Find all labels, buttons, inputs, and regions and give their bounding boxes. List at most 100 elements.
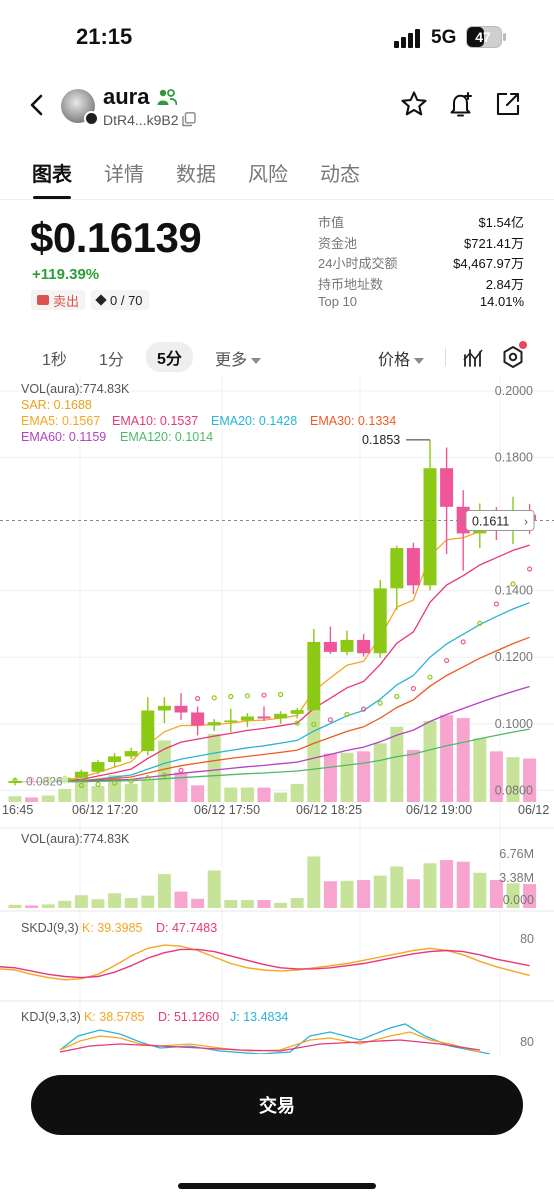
sar-dot (394, 693, 400, 700)
holders-count: 0 / 70 (110, 292, 143, 308)
candle-body (240, 716, 254, 721)
tab-risk[interactable]: 风险 (248, 164, 288, 186)
sell-badge[interactable]: 卖出 (31, 290, 86, 310)
chart-area[interactable]: 0.1611 › 0.1853 0.0826 0.2000 0.1800 0.1400 0.1… (0, 376, 554, 1054)
star-favorite-icon[interactable] (400, 90, 428, 118)
stat-value: 2.84万 (485, 276, 524, 292)
sar-dot (128, 778, 134, 784)
y-axis-label: 0.1200 (495, 650, 533, 664)
candlestick-chart[interactable]: 0.1611 › 0.1853 0.0826 0.2000 0.1800 0.1400 0.1… (0, 376, 554, 1054)
more-timeframes-dropdown[interactable]: 更多 (215, 346, 262, 370)
trade-button[interactable]: 交易 (31, 1075, 523, 1135)
low-marker-bg (22, 773, 68, 789)
sar-dot (427, 674, 433, 680)
x-axis-label: 06/12 18:25 (296, 803, 362, 817)
volume-bar (274, 792, 288, 802)
ema60-line (15, 685, 530, 783)
token-avatar (61, 89, 99, 126)
volume-pane-bar (523, 884, 537, 908)
volume-pane-bar (141, 895, 155, 908)
kdj-k-legend: K: 38.5785 (84, 1010, 145, 1024)
x-axis-label: 06/12 (518, 803, 549, 817)
more-label: 更多 (215, 352, 248, 369)
tab-details[interactable]: 详情 (104, 164, 144, 186)
tab-chart[interactable]: 图表 (32, 164, 72, 186)
volume-pane-bar (489, 880, 503, 908)
candle-body (340, 639, 354, 652)
volume-pane-bar (108, 893, 122, 908)
volume-bar (307, 708, 321, 802)
skdj-axis-label: 80 (520, 932, 534, 946)
tab-activity[interactable]: 动态 (320, 164, 360, 186)
volume-pane-bar (373, 875, 387, 908)
volume-axis-label: 0.000 (503, 893, 534, 907)
active-tab-indicator (33, 196, 71, 199)
holders-badge[interactable]: 0 / 70 (91, 290, 149, 310)
timeframe-1s[interactable]: 1秒 (42, 352, 67, 369)
sar-dot (311, 721, 317, 728)
battery-icon: 47 (466, 26, 506, 48)
back-arrow-icon[interactable] (22, 90, 52, 120)
kdj-j-legend: J: 13.4834 (230, 1010, 289, 1024)
ema120-line (15, 728, 530, 783)
sar-legend: SAR: 0.1688 (21, 398, 92, 412)
volume-bar (224, 787, 238, 802)
share-icon[interactable] (494, 90, 522, 118)
x-axis-label: 06/12 17:20 (72, 803, 138, 817)
sar-dot (111, 780, 118, 786)
sar-dot (344, 711, 350, 718)
tab-data[interactable]: 数据 (176, 164, 216, 186)
candle-body (423, 468, 437, 586)
y-axis-label: 0.2000 (495, 384, 533, 398)
stat-market-cap: 市值 $1.54亿 (318, 212, 524, 233)
skdj-k-legend: K: 39.3985 (82, 921, 143, 935)
volume-bar (191, 785, 205, 802)
ema5-legend: EMA5: 0.1567 (21, 414, 101, 428)
volume-pane-legend: VOL(aura):774.83K (21, 832, 130, 846)
volume-bar (74, 778, 88, 802)
volume-bar (340, 752, 354, 802)
volume-bar (174, 772, 188, 802)
community-icon[interactable] (157, 88, 177, 106)
volume-bar (406, 749, 420, 802)
volume-bar (373, 743, 387, 802)
ema30-line (15, 636, 530, 783)
volume-axis-label: 6.76M (499, 847, 534, 861)
sar-dot (178, 767, 184, 773)
indicator-icon[interactable] (462, 346, 484, 368)
main-tabs: 图表 详情 数据 风险 动态 (0, 150, 554, 200)
vol-legend: VOL(aura):774.83K (21, 382, 130, 396)
sar-dot (477, 620, 483, 626)
stat-value: 14.01% (479, 294, 524, 310)
volume-bar (240, 787, 254, 802)
kdj-legend: KDJ(9,3,3) (21, 1010, 81, 1024)
volume-bar (290, 783, 304, 802)
volume-bar (41, 795, 55, 802)
ema10-legend: EMA10: 0.1537 (112, 414, 199, 428)
skdj-d-line (0, 948, 530, 979)
timeframe-1m[interactable]: 1分 (99, 352, 124, 369)
skdj-d-legend: D: 47.7483 (156, 921, 218, 935)
chart-toolbar: 1秒 1分 5分 更多 价格 (0, 340, 554, 376)
sar-dot (278, 691, 284, 698)
volume-pane-bar (456, 861, 470, 908)
volume-bar (8, 796, 22, 802)
sar-dot (361, 706, 367, 712)
copy-icon[interactable] (182, 112, 196, 127)
stat-value: $4,467.97万 (453, 256, 524, 272)
kdj-axis-label: 80 (520, 1035, 534, 1049)
volume-pane-bar (307, 856, 321, 908)
volume-bar (506, 757, 520, 802)
candle-body (440, 468, 454, 507)
market-stats: 市值 $1.54亿 资金池 $721.41万 24小时成交额 $4,467.97… (318, 212, 524, 315)
wallet-icon (37, 295, 49, 305)
ema10-line (15, 544, 530, 783)
bell-alert-icon[interactable] (447, 90, 475, 118)
volume-pane-bar (323, 881, 337, 908)
settings-hexagon-icon[interactable] (501, 345, 525, 369)
chevron-down-icon (414, 357, 425, 364)
price-mode-dropdown[interactable]: 价格 (378, 346, 425, 370)
candle-body (191, 712, 205, 726)
status-time: 21:15 (76, 24, 133, 49)
timeframe-5m[interactable]: 5分 (146, 342, 193, 372)
